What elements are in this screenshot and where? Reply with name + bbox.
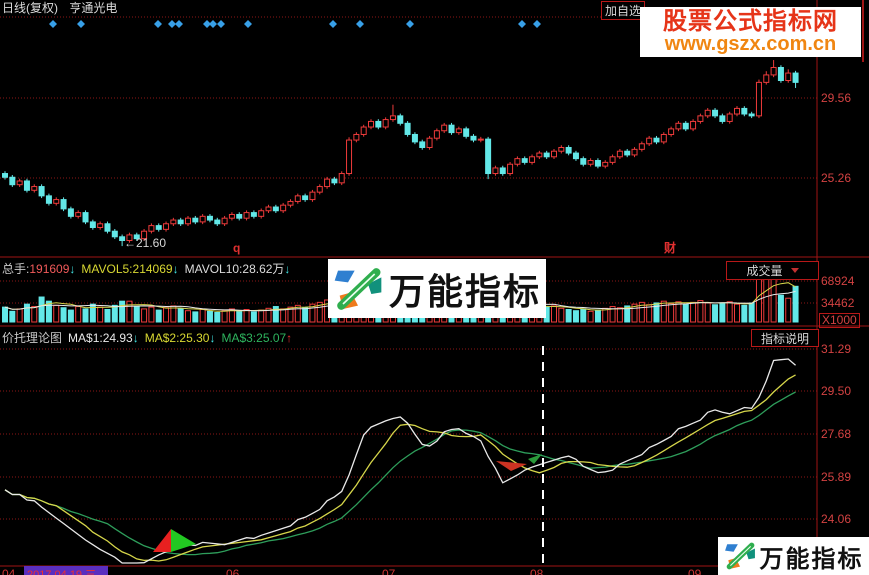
marker-cai: 财 xyxy=(664,241,677,255)
volume-header: 总手: 191609 ↓ MAVOL5: 214069 ↓ MAVOL10: 28.… xyxy=(2,260,290,277)
chevron-down-icon xyxy=(790,268,799,273)
axis-label: 31.29 xyxy=(821,342,852,356)
brand-watermark-center: 万能指标 xyxy=(328,259,546,318)
volume-type-dropdown[interactable]: 成交量 xyxy=(726,261,819,280)
selected-date-badge[interactable]: 2017.04.19 三 xyxy=(24,566,108,575)
volume-dropdown-label: 成交量 xyxy=(746,264,783,278)
date-label: 08 xyxy=(530,567,544,575)
date-label: 07 xyxy=(382,567,396,575)
chart-title-row: 日线(复权) 亨通光电 xyxy=(2,1,117,15)
indicator-value: MA$2: 25.30 ↓ xyxy=(144,330,216,345)
low-price-label: ←21.60 xyxy=(124,236,167,250)
date-label: 09 xyxy=(688,567,702,575)
brand-logo-icon xyxy=(334,267,382,310)
axis-label: X1000 xyxy=(819,313,860,328)
axis-label: 25.89 xyxy=(821,470,852,484)
brand-watermark-text: 万能指标 xyxy=(759,545,864,573)
indicator-value: MA$1: 24.93 ↓ xyxy=(68,330,139,345)
axis-label: 27.68 xyxy=(821,427,852,441)
site-watermark-title: 股票公式指标网 xyxy=(663,7,838,35)
axis-label: 24.06 xyxy=(821,512,852,526)
brand-logo-icon xyxy=(724,542,755,570)
site-watermark-url: www.gszx.com.cn xyxy=(664,33,837,56)
brand-watermark-corner: 万能指标 xyxy=(718,537,869,575)
axis-label: 68924 xyxy=(821,274,855,288)
brand-watermark-text: 万能指标 xyxy=(388,270,541,312)
indicator-value: MAVOL10: 28.62万 ↓ xyxy=(184,262,291,276)
indicator-header: 价托理论图 MA$1: 24.93 ↓ MA$2: 25.30 ↓ MA$3: 25.… xyxy=(2,329,292,346)
indicator-help-button[interactable]: 指标说明 xyxy=(751,329,819,347)
indicator-help-label: 指标说明 xyxy=(760,331,809,346)
add-watchlist-button[interactable]: 加自选 xyxy=(601,1,645,20)
panel-title: 价托理论图 xyxy=(2,331,63,345)
site-watermark: 股票公式指标网 www.gszx.com.cn xyxy=(640,7,861,57)
indicator-value: MAVOL5: 214069 ↓ xyxy=(81,261,179,276)
axis-label: 29.50 xyxy=(821,384,852,398)
axis-label: 34462 xyxy=(821,296,855,310)
date-label: 06 xyxy=(226,567,240,575)
indicator-value: 总手: 191609 ↓ xyxy=(2,262,76,276)
axis-label: 25.26 xyxy=(821,171,852,185)
period-label[interactable]: 日线(复权) xyxy=(2,1,58,15)
marker-q: q xyxy=(233,241,241,255)
axis-label: 29.56 xyxy=(821,91,852,105)
add-watchlist-label: 加自选 xyxy=(604,4,641,18)
stock-name[interactable]: 亨通光电 xyxy=(69,1,118,15)
indicator-value: MA$3: 25.07 ↑ xyxy=(221,330,293,345)
date-label: 04 xyxy=(2,567,16,575)
